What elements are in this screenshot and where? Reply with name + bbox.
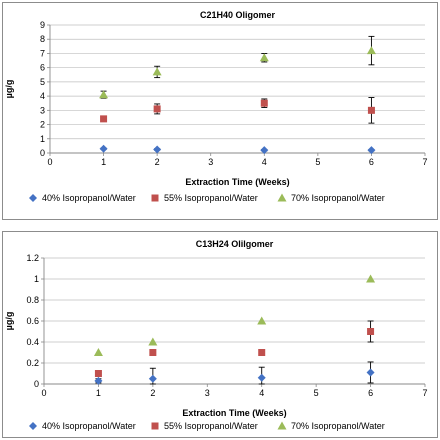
data-point-diamond [99,144,108,153]
data-point-triangle [93,348,103,356]
x-tick-label: 3 [205,388,210,398]
x-axis-title: Extraction Time (Weeks) [185,177,289,187]
x-tick-label: 5 [315,157,320,167]
chart-panel-c21h40: C21H40 Oligomer 0 1 2 3 4 5 6 7 8 9 0 1 2 3 4 5 6 7 Extract… [0,0,440,222]
y-tick-label: 0.2 [26,358,39,368]
chart-title: C13H24 Olilgomer [196,239,274,249]
data-point-square [367,106,375,114]
chart-frame [2,231,438,438]
series-triangle [99,35,376,99]
y-axis-title: µg/g [4,312,14,331]
x-tick-label: 6 [368,388,373,398]
data-point-square [153,105,161,113]
data-point-square [258,349,266,356]
data-point-square [100,115,108,123]
y-tick-label: 3 [40,105,45,115]
data-point-triangle [366,274,376,283]
chart-frame [2,2,438,220]
data-point-diamond [257,373,266,382]
data-point-square [260,99,268,107]
data-point-square [94,370,102,377]
series-diamond [94,361,375,385]
chart-title: C21H40 Oligomer [200,10,276,20]
legend-marker-diamond [29,422,37,430]
chart-panel-c13h24: C13H24 Olilgomer 0 0.2 0.4 0.6 0.8 1 1.2 0 1 2 3 4 5 6… [0,229,440,440]
data-point-diamond [260,146,269,155]
legend-label: 70% Isopropanol/Water [291,421,385,431]
data-point-diamond [367,146,376,155]
data-point-triangle [148,337,158,346]
series-triangle [93,274,376,356]
legend-marker-triangle [277,193,287,202]
y-tick-label: 7 [40,48,45,58]
y-tick-label: 0.8 [26,295,39,305]
x-tick-label: 0 [47,157,52,167]
y-tick-label: 0.6 [26,316,39,326]
legend-label: 40% Isopropanol/Water [42,193,136,203]
y-tick-label: 0 [34,379,39,389]
legend-label: 55% Isopropanol/Water [164,421,258,431]
x-tick-label: 4 [262,157,267,167]
data-point-diamond [148,374,157,383]
series-diamond [99,144,376,155]
y-tick-label: 2 [40,120,45,130]
data-point-square [367,328,375,335]
data-point-square [149,349,157,356]
y-axis-title: µg/g [4,80,14,99]
x-tick-label: 3 [208,157,213,167]
x-tick-label: 5 [314,388,319,398]
y-tick-label: 0.4 [26,337,39,347]
y-tick-label: 8 [40,34,45,44]
y-tick-label: 1 [40,134,45,144]
y-tick-label: 0 [40,148,45,158]
chart-c13h24: C13H24 Olilgomer 0 0.2 0.4 0.6 0.8 1 1.2 0 1 2 3 4 5 6… [4,239,428,431]
x-axis-title: Extraction Time (Weeks) [182,408,286,418]
y-tick-label: 4 [40,91,45,101]
data-point-triangle [366,46,376,55]
legend-marker-triangle [277,421,287,430]
data-point-triangle [99,90,109,99]
y-tick-label: 5 [40,77,45,87]
x-tick-label: 0 [41,388,46,398]
legend-label: 55% Isopropanol/Water [164,193,258,203]
data-point-triangle [152,67,162,76]
data-point-triangle [259,53,269,62]
legend-marker-square [151,422,159,430]
x-tick-label: 1 [96,388,101,398]
series-square [100,97,375,124]
y-tick-label: 1.2 [26,253,39,263]
data-point-diamond [366,368,375,377]
data-point-triangle [257,316,267,325]
x-tick-label: 2 [155,157,160,167]
x-tick-label: 6 [369,157,374,167]
legend-label: 70% Isopropanol/Water [291,193,385,203]
data-point-diamond [153,145,162,154]
data-point-diamond [94,376,103,385]
legend-marker-diamond [29,194,37,202]
series-square [94,320,375,377]
legend-marker-square [151,194,159,202]
chart-c21h40: C21H40 Oligomer 0 1 2 3 4 5 6 7 8 9 0 1 2 3 4 5 6 7 Extract… [4,10,428,203]
y-tick-label: 6 [40,63,45,73]
x-tick-label: 4 [259,388,264,398]
y-tick-label: 9 [40,20,45,30]
legend-label: 40% Isopropanol/Water [42,421,136,431]
x-tick-label: 2 [150,388,155,398]
x-tick-label: 1 [101,157,106,167]
x-tick-label: 7 [422,157,427,167]
y-tick-label: 1 [34,274,39,284]
x-tick-label: 7 [422,388,427,398]
